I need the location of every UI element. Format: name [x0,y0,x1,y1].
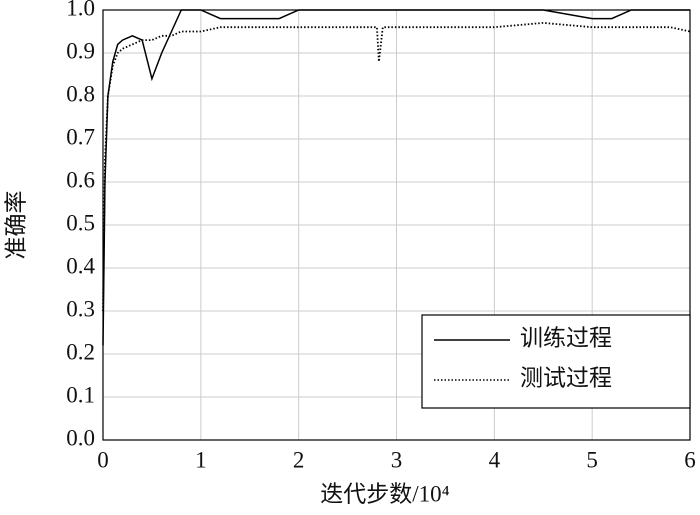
y-tick-label: 0.5 [66,210,95,235]
legend-box [421,314,691,409]
x-tick-label: 5 [586,447,598,472]
x-tick-label: 3 [391,447,403,472]
y-tick-label: 0.9 [66,38,95,63]
y-tick-label: 0.7 [66,124,95,149]
y-tick-label: 0.6 [66,167,95,192]
y-tick-label: 0.3 [66,296,95,321]
y-tick-label: 0.8 [66,81,95,106]
series-line [102,9,690,346]
legend-label: 训练过程 [520,325,612,350]
y-tick-label: 0.0 [66,425,95,450]
x-tick-label: 4 [489,447,501,472]
y-tick-label: 0.4 [66,253,95,278]
y-tick-label: 1.0 [66,0,95,20]
legend-label: 测试过程 [520,365,612,390]
y-tick-label: 0.1 [66,382,95,407]
x-tick-label: 0 [97,447,109,472]
x-tick-label: 1 [195,447,207,472]
series-line [102,21,691,312]
x-axis-label: 迭代步数/10⁴ [320,481,449,506]
x-tick-label: 2 [293,447,305,472]
y-tick-label: 0.2 [66,339,95,364]
y-axis-label: 准确率 [3,191,28,260]
x-tick-label: 6 [684,447,696,472]
